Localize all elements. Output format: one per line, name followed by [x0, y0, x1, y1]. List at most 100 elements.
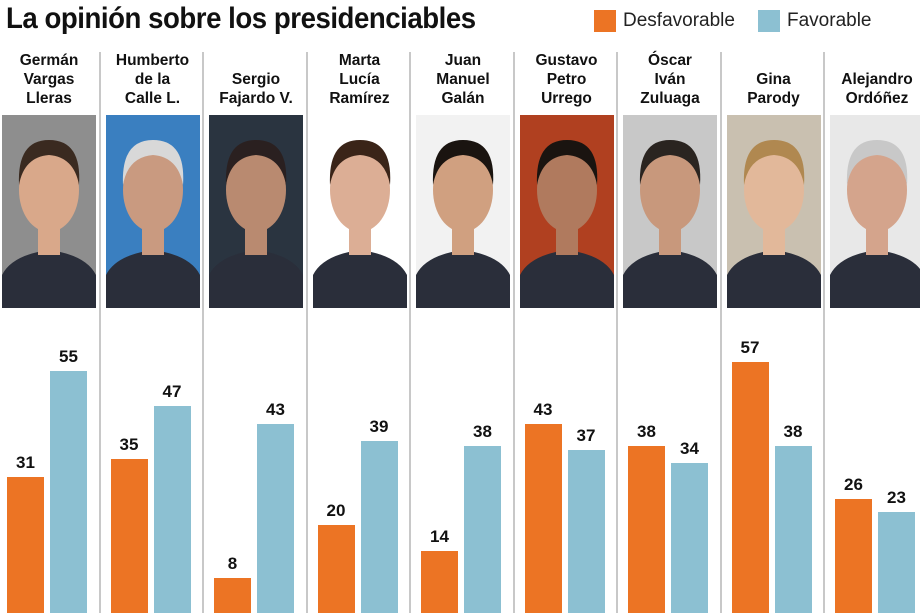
candidate-name-line: Germán — [19, 52, 79, 69]
candidate-column: Gustavo Petro Urrego — [518, 0, 616, 613]
legend-swatch-favorable — [758, 10, 780, 32]
candidate-name-line: Petro — [546, 71, 587, 88]
candidate-name: Juan Manuel Galán — [414, 46, 512, 108]
candidate-name-line: Humberto — [115, 52, 190, 69]
bar-desfavorable — [110, 459, 148, 613]
candidate-column: Marta Lucía Ramírez — [311, 0, 409, 613]
legend-swatch-desfavorable — [594, 10, 616, 32]
candidate-name: Alejandro Ordóñez — [828, 46, 920, 108]
data-label: 38 — [783, 421, 803, 441]
bar-favorable — [360, 441, 398, 613]
candidate-name-line: Gustavo — [535, 52, 598, 69]
legend-desfavorable: Desfavorable — [594, 10, 735, 32]
column-separator — [616, 52, 618, 613]
legend-label: Desfavorable — [623, 10, 735, 31]
candidate-name: Humberto de la Calle L. — [104, 46, 202, 108]
data-label: 20 — [326, 501, 346, 520]
candidate-name: Óscar Iván Zuluaga — [621, 46, 719, 108]
bar-favorable — [464, 445, 501, 613]
candidate-column: Humberto de la Calle L. — [104, 0, 202, 613]
candidate-name-line: Ramírez — [329, 90, 390, 107]
bar-favorable — [567, 450, 605, 613]
data-label: 43 — [533, 399, 553, 419]
bar-favorable — [257, 423, 294, 613]
bar-desfavorable — [524, 423, 562, 613]
legend-favorable: Favorable — [758, 10, 872, 32]
candidate-photo — [726, 115, 821, 308]
candidate-photo — [2, 115, 96, 308]
candidate-name-line: Calle L. — [124, 90, 181, 107]
data-label: 31 — [16, 452, 35, 472]
candidate-name-line: Juan — [444, 52, 482, 69]
candidate-column: Alejandro Ordóñez — [828, 0, 920, 613]
column-separator — [409, 52, 411, 613]
candidate-name-line: Lleras — [26, 90, 72, 107]
candidate-name: Sergio Fajardo V. — [207, 46, 305, 108]
data-label: 26 — [844, 474, 863, 494]
bar-favorable — [774, 445, 812, 613]
candidate-name: Marta Lucía Ramírez — [311, 46, 409, 108]
candidate-name-line: Zuluaga — [640, 90, 700, 107]
candidate-photo — [312, 115, 407, 308]
candidate-photo — [416, 115, 510, 308]
bar-favorable — [50, 371, 87, 613]
candidate-name-line: Galán — [441, 90, 485, 107]
bar-desfavorable — [835, 498, 872, 613]
candidate-photo — [105, 115, 200, 308]
candidate-name-line: Fajardo V. — [219, 90, 293, 107]
candidate-name-line: Urrego — [541, 90, 592, 107]
candidate-name-line: Manuel — [436, 71, 490, 88]
data-label: 38 — [473, 421, 492, 441]
bar-desfavorable — [317, 525, 355, 613]
bar-favorable — [153, 406, 191, 613]
bar-desfavorable — [421, 551, 458, 613]
bar-desfavorable — [731, 362, 769, 613]
candidate-name-line: de la — [134, 71, 171, 88]
candidate-name: Gina Parody — [725, 46, 823, 108]
candidate-name-line: Iván — [654, 71, 686, 88]
candidate-name-line: Sergio — [231, 71, 281, 88]
candidate-column: Sergio Fajardo V. — [207, 0, 305, 613]
candidate-photo — [830, 115, 920, 308]
data-label: 34 — [680, 439, 699, 459]
bar-favorable — [671, 463, 708, 613]
candidate-name: Gustavo Petro Urrego — [518, 46, 616, 108]
candidate-name-line: Ordóñez — [845, 90, 909, 107]
legend-label: Favorable — [787, 10, 872, 31]
candidate-photo — [623, 115, 717, 308]
column-separator — [202, 52, 204, 613]
data-label: 14 — [430, 527, 449, 547]
bar-favorable — [878, 511, 915, 613]
candidate-name-line: Marta — [338, 52, 381, 69]
data-label: 39 — [369, 417, 389, 437]
candidate-name-line: Alejandro — [841, 71, 913, 88]
candidate-name: Germán Vargas Lleras — [0, 46, 98, 108]
candidate-name-line: Vargas — [23, 71, 75, 88]
data-label: 38 — [637, 421, 656, 441]
column-separator — [719, 52, 722, 613]
data-label: 37 — [576, 426, 596, 446]
candidate-name-line: Óscar — [648, 52, 692, 69]
bar-desfavorable — [628, 445, 665, 613]
candidate-photo — [519, 115, 614, 308]
data-label: 8 — [227, 553, 238, 573]
column-separator — [98, 52, 101, 613]
column-separator — [512, 52, 515, 613]
column-separator — [823, 52, 825, 613]
data-label: 23 — [887, 487, 906, 507]
candidate-column: Óscar Iván Zuluaga — [621, 0, 719, 613]
data-label: 35 — [119, 435, 139, 454]
candidate-name-line: Gina — [756, 71, 791, 88]
candidate-column: Germán Vargas Lleras — [0, 0, 98, 613]
candidate-photo — [209, 115, 303, 308]
bar-desfavorable — [7, 476, 44, 613]
data-label: 43 — [266, 399, 285, 419]
candidate-name-line: Parody — [747, 90, 800, 107]
candidate-name-line: Lucía — [339, 71, 380, 88]
data-label: 57 — [740, 338, 760, 358]
chart-title: La opinión sobre los presidenciables — [6, 2, 476, 35]
candidate-column: Gina Parody — [725, 0, 823, 613]
data-label: 55 — [59, 347, 78, 366]
candidate-column: Juan Manuel Galán — [414, 0, 512, 613]
